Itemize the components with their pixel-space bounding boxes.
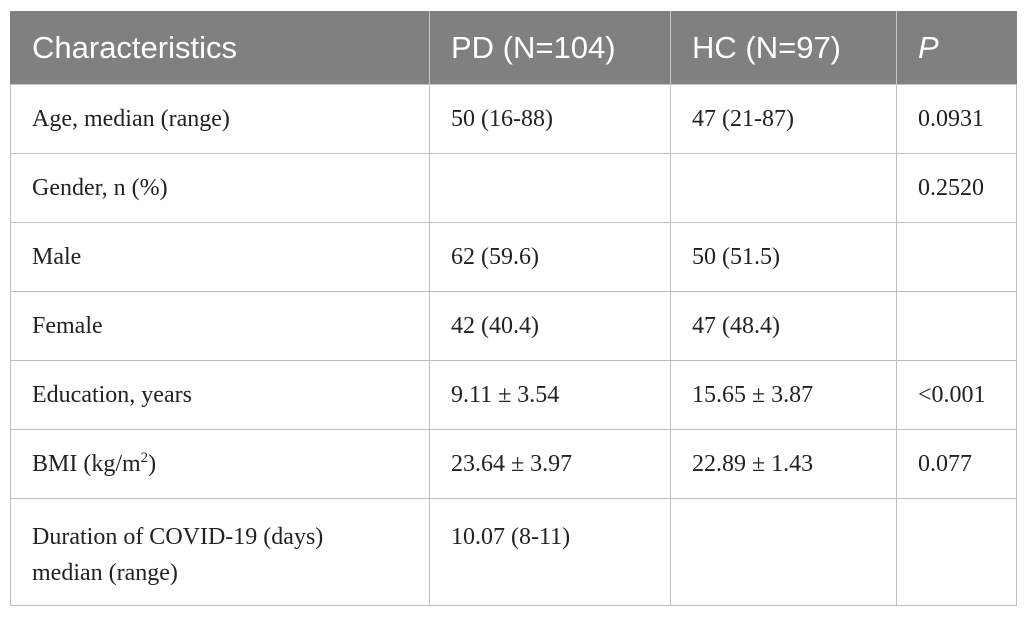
cell-pd: 23.64 ± 3.97 [429, 429, 671, 499]
cell-pd: 50 (16-88) [429, 84, 671, 154]
header-p: P [896, 11, 1017, 85]
cell-p [896, 222, 1017, 292]
cell-pd: 42 (40.4) [429, 291, 671, 361]
duration-label-line2: median (range) [32, 560, 178, 586]
bmi-label-superscript: 2 [140, 449, 149, 466]
characteristics-table-container: Characteristics PD (N=104) HC (N=97) P A… [10, 11, 1017, 606]
cell-characteristic: BMI (kg/m2) [10, 429, 430, 499]
table-row: Age, median (range) 50 (16-88) 47 (21-87… [10, 84, 1017, 154]
bmi-label-suffix: ) [148, 450, 157, 477]
cell-hc: 50 (51.5) [670, 222, 897, 292]
cell-characteristic: Age, median (range) [10, 84, 430, 154]
header-hc: HC (N=97) [670, 11, 897, 85]
characteristics-table: Characteristics PD (N=104) HC (N=97) P A… [10, 11, 1017, 606]
cell-hc: 15.65 ± 3.87 [670, 360, 897, 430]
cell-hc: 22.89 ± 1.43 [670, 429, 897, 499]
bmi-label-prefix: BMI (kg/m [32, 450, 141, 477]
cell-hc [670, 498, 897, 606]
cell-characteristic: Male [10, 222, 430, 292]
table-row: Male 62 (59.6) 50 (51.5) [10, 222, 1017, 292]
cell-characteristic: Gender, n (%) [10, 153, 430, 223]
cell-hc: 47 (48.4) [670, 291, 897, 361]
cell-pd: 10.07 (8-11) [429, 498, 671, 606]
header-characteristics: Characteristics [10, 11, 430, 85]
table-row: Education, years 9.11 ± 3.54 15.65 ± 3.8… [10, 360, 1017, 430]
cell-pd: 9.11 ± 3.54 [429, 360, 671, 430]
cell-p [896, 498, 1017, 606]
cell-hc: 47 (21-87) [670, 84, 897, 154]
cell-p: 0.0931 [896, 84, 1017, 154]
table-row: Duration of COVID-19 (days) median (rang… [10, 498, 1017, 606]
table-row: Gender, n (%) 0.2520 [10, 153, 1017, 223]
cell-characteristic: Female [10, 291, 430, 361]
cell-p: 0.077 [896, 429, 1017, 499]
cell-p: 0.2520 [896, 153, 1017, 223]
cell-pd [429, 153, 671, 223]
table-row: BMI (kg/m2) 23.64 ± 3.97 22.89 ± 1.43 0.… [10, 429, 1017, 499]
duration-label-line1: Duration of COVID-19 (days) [32, 524, 324, 550]
table-header-row: Characteristics PD (N=104) HC (N=97) P [10, 11, 1017, 85]
header-pd: PD (N=104) [429, 11, 671, 85]
cell-p [896, 291, 1017, 361]
table-row: Female 42 (40.4) 47 (48.4) [10, 291, 1017, 361]
cell-pd: 62 (59.6) [429, 222, 671, 292]
cell-hc [670, 153, 897, 223]
duration-pd-value: 10.07 (8-11) [451, 524, 571, 550]
header-p-label: P [918, 29, 939, 65]
cell-p: <0.001 [896, 360, 1017, 430]
cell-characteristic: Duration of COVID-19 (days) median (rang… [10, 498, 430, 606]
cell-characteristic: Education, years [10, 360, 430, 430]
